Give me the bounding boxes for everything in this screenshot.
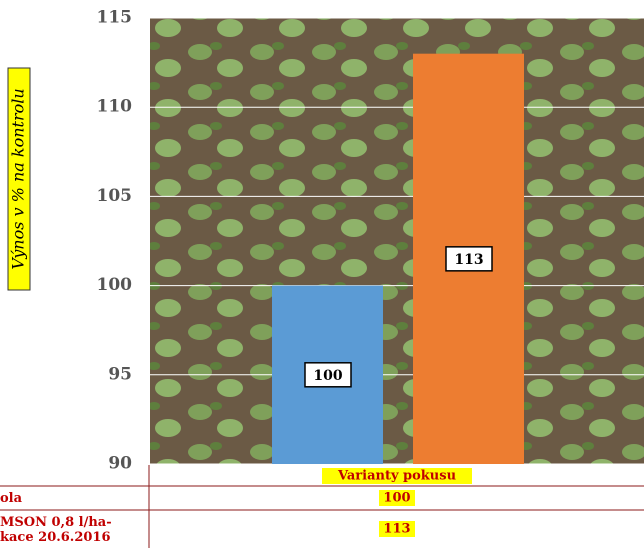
table-value-highlight	[379, 490, 415, 506]
y-tick-label: 100	[97, 275, 133, 295]
value-label-box	[445, 246, 493, 272]
y-tick-label: 90	[108, 454, 132, 474]
category-label: MSON 0,8 l/ha-kace 20.6.2016	[0, 515, 112, 545]
table-value: 113	[383, 522, 410, 537]
x-label-highlight	[322, 468, 472, 484]
table	[0, 465, 644, 548]
y-axis-label: Výnos v % na kontrolu	[9, 88, 28, 269]
y-tick-label: 105	[97, 186, 133, 206]
value-label-box	[304, 362, 352, 388]
table-value: 100	[383, 491, 410, 506]
table-value-highlight	[379, 521, 415, 537]
value-label: 100	[313, 368, 342, 384]
category-line: MSON 0,8 l/ha-	[0, 515, 112, 530]
x-axis-label: Varianty pokusu	[337, 469, 456, 484]
plot-background	[150, 18, 644, 464]
y-tick-label: 115	[97, 8, 133, 28]
y-tick-label: 95	[108, 364, 132, 384]
value-label: 113	[454, 252, 483, 268]
category-line: kace 20.6.2016	[0, 530, 111, 545]
category-label: ola	[0, 491, 23, 506]
y-tick-label: 110	[97, 97, 133, 117]
category-line: ola	[0, 491, 23, 506]
y-label-box	[7, 67, 31, 291]
